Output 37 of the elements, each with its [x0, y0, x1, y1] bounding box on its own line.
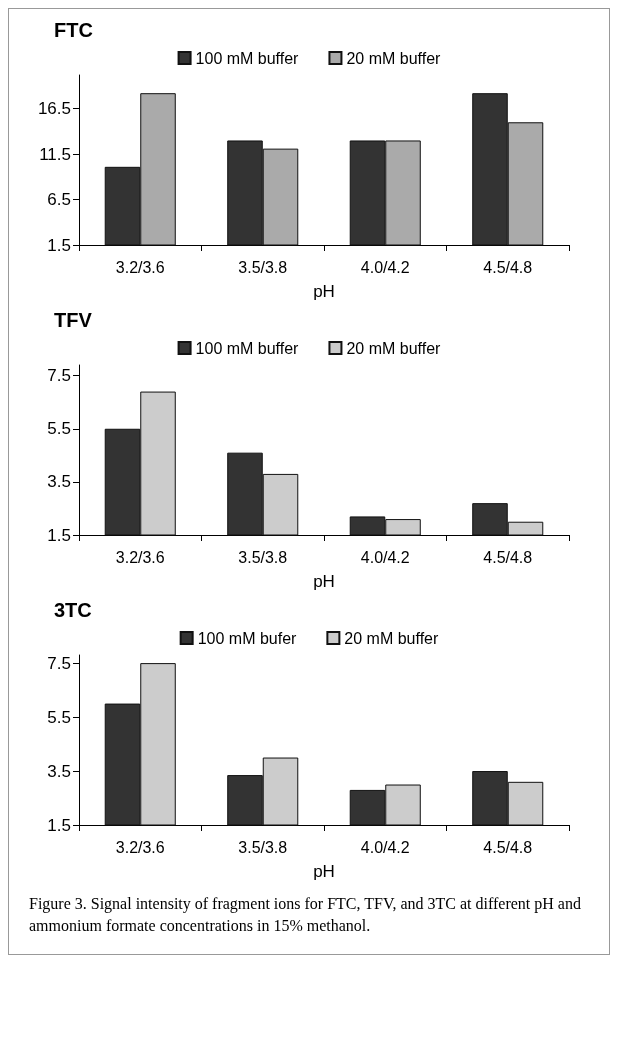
y-tick-label: 7.5: [47, 366, 71, 386]
legend-label: 100 mM bufer: [197, 629, 298, 647]
y-tick-label: 1.5: [47, 235, 71, 255]
x-tick-label: 4.5/4.8: [483, 548, 533, 566]
y-tick-label: 7.5: [47, 653, 71, 673]
x-tick-label: 4.5/4.8: [483, 838, 533, 856]
y-tick-label: 3.5: [47, 472, 71, 492]
chart-title: 3TC: [54, 599, 92, 621]
y-tick-label: 3.5: [47, 761, 71, 781]
chart-title: FTC: [54, 19, 93, 41]
x-tick-label: 4.5/4.8: [483, 258, 533, 276]
x-tick-label: 4.0/4.2: [360, 838, 410, 856]
caption: Figure 3. Signal intensity of fragment ions for FTC, TFV, and 3TC at different pH and ammonium formate concentrations in 15% methanol.: [28, 894, 582, 936]
y-tick-label: 5.5: [47, 419, 71, 439]
y-tick-label: 16.5: [37, 99, 71, 119]
x-tick-label: 3.2/3.6: [115, 258, 165, 276]
x-axis-title: pH: [313, 572, 335, 591]
x-tick-label: 3.5/3.8: [238, 258, 288, 276]
legend-label: 20 mM buffer: [346, 49, 442, 67]
legend-label: 100 mM buffer: [195, 49, 300, 67]
y-tick-label: 1.5: [47, 815, 71, 835]
x-tick-label: 3.5/3.8: [238, 548, 288, 566]
legend-label: 20 mM buffer: [344, 629, 440, 647]
x-axis-title: pH: [313, 862, 335, 881]
x-axis-title: pH: [313, 282, 335, 301]
y-tick-label: 11.5: [39, 144, 71, 164]
x-tick-label: 3.5/3.8: [238, 838, 288, 856]
x-tick-label: 4.0/4.2: [360, 548, 410, 566]
legend-label: 20 mM buffer: [346, 339, 442, 357]
x-tick-label: 4.0/4.2: [360, 258, 410, 276]
y-tick-label: 6.5: [47, 190, 71, 210]
y-tick-label: 1.5: [47, 525, 71, 545]
x-tick-label: 3.2/3.6: [115, 838, 165, 856]
chart-title: TFV: [54, 309, 93, 331]
legend-label: 100 mM buffer: [195, 339, 300, 357]
x-tick-label: 3.2/3.6: [115, 548, 165, 566]
y-tick-label: 5.5: [47, 707, 71, 727]
